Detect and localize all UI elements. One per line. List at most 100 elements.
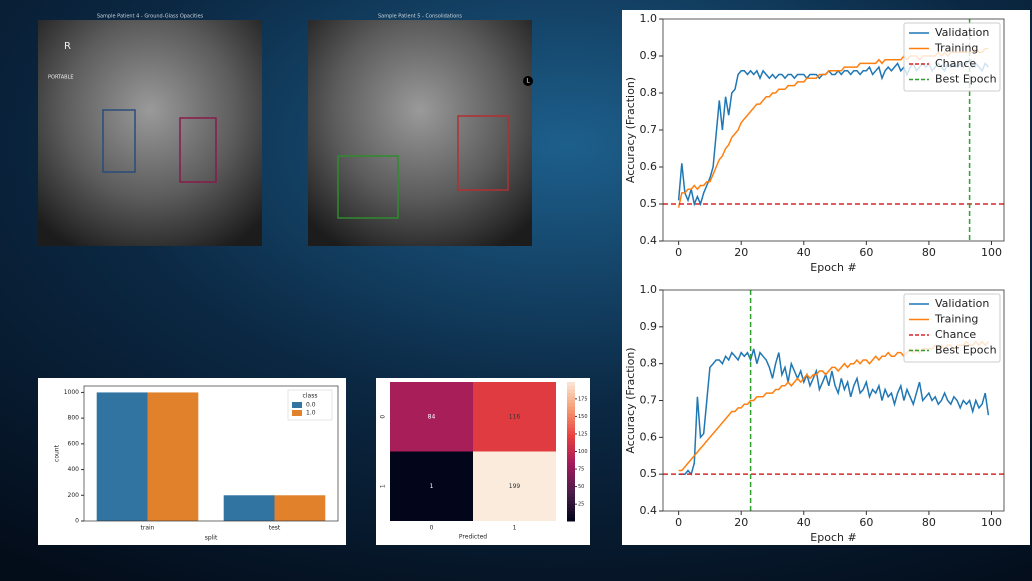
colorbar-segment — [567, 461, 575, 466]
bar — [274, 495, 326, 521]
colorbar-segment — [567, 402, 575, 407]
x-tick-label: 100 — [981, 246, 1002, 259]
bar — [223, 495, 275, 521]
x-tick-label: 60 — [859, 246, 873, 259]
colorbar-segment — [567, 395, 575, 400]
colorbar-tick-label: 25 — [578, 502, 584, 508]
y-tick-label: 1.0 — [640, 12, 658, 25]
heatmap-cell — [473, 451, 556, 521]
region-box — [337, 155, 399, 219]
y-tick-label: 0.5 — [640, 197, 658, 210]
x-tick-label: 1 — [513, 525, 517, 532]
colorbar-segment — [567, 479, 575, 484]
image-marker — [523, 76, 533, 86]
colorbar-segment — [567, 510, 575, 515]
heatmap-cell — [390, 451, 473, 521]
y-axis-label: Accuracy (Fraction) — [624, 347, 637, 453]
x-tick-label: 40 — [797, 516, 811, 529]
cell-label: 84 — [428, 413, 436, 420]
region-box — [457, 115, 509, 191]
colorbar-segment — [567, 458, 575, 463]
colorbar-segment — [567, 423, 575, 428]
colorbar-segment — [567, 514, 575, 519]
colorbar-segment — [567, 427, 575, 432]
panel — [622, 10, 1030, 545]
legend-swatch — [292, 402, 302, 408]
y-tick-label: 0 — [75, 518, 79, 525]
colorbar-tick-label: 50 — [578, 484, 584, 490]
colorbar-segment — [567, 434, 575, 439]
y-tick-label: 0.6 — [640, 430, 658, 443]
legend-label: Training — [934, 313, 978, 326]
cell-label: 199 — [509, 483, 521, 490]
colorbar-segment — [567, 409, 575, 414]
colorbar-segment — [567, 406, 575, 411]
legend-label: 0.0 — [306, 402, 316, 409]
colorbar-segment — [567, 399, 575, 404]
colorbar-segment — [567, 468, 575, 473]
x-tick-label: 20 — [734, 516, 748, 529]
x-axis-label: Epoch # — [810, 531, 856, 544]
legend-box — [903, 22, 1001, 92]
xray-image — [308, 20, 532, 246]
x-tick-label: 100 — [981, 516, 1002, 529]
bar — [96, 392, 148, 521]
colorbar-segment — [567, 493, 575, 498]
legend-swatch — [292, 410, 302, 416]
legend-label: Chance — [935, 328, 976, 341]
region-box — [102, 109, 136, 173]
y-tick-label: 200 — [68, 492, 80, 499]
colorbar-segment — [567, 496, 575, 501]
y-tick-label: 1000 — [64, 389, 79, 396]
colorbar-tick-label: 150 — [578, 414, 588, 420]
legend-label: Validation — [935, 26, 989, 39]
colorbar-segment — [567, 448, 575, 452]
y-tick-label: 0 — [380, 415, 387, 419]
x-tick-label: 80 — [922, 516, 936, 529]
axes-frame — [83, 385, 339, 522]
y-tick-label: 0.5 — [640, 467, 658, 480]
colorbar-segment — [567, 472, 575, 477]
y-tick-label: 0.4 — [640, 234, 658, 247]
colorbar-segment — [567, 413, 575, 418]
y-axis-label: Accuracy (Fraction) — [624, 77, 637, 183]
y-tick-label: 1 — [380, 484, 387, 488]
x-axis-label: Predicted — [459, 534, 487, 541]
y-tick-label: 0.7 — [640, 123, 658, 136]
colorbar-segment — [567, 475, 575, 480]
cell-label: 116 — [509, 413, 521, 420]
legend-label: Best Epoch — [935, 344, 997, 357]
colorbar-segment — [567, 385, 575, 390]
heatmap-cell — [473, 382, 556, 452]
bar — [147, 392, 199, 521]
x-tick-label: 20 — [734, 246, 748, 259]
colorbar-segment — [567, 454, 575, 459]
region-box — [179, 117, 217, 183]
colorbar-tick-label: 100 — [578, 449, 588, 455]
x-tick-label: 80 — [922, 246, 936, 259]
colorbar-tick-label: 125 — [578, 431, 588, 437]
colorbar-segment — [567, 517, 575, 522]
colorbar-segment — [567, 392, 575, 397]
x-tick-label: 60 — [859, 516, 873, 529]
heatmap-cell — [390, 382, 473, 452]
series-line — [678, 348, 990, 476]
y-tick-label: 0.9 — [640, 49, 658, 62]
x-axis-label: Epoch # — [810, 261, 856, 274]
y-tick-label: 0.7 — [640, 394, 658, 407]
legend-label: Best Epoch — [935, 73, 997, 86]
y-tick-label: 0.8 — [640, 86, 658, 99]
legend-title: class — [303, 393, 318, 400]
legend-label: Chance — [935, 57, 976, 70]
legend-label: Training — [934, 42, 978, 55]
colorbar-segment — [567, 441, 575, 446]
y-tick-label: 600 — [68, 440, 80, 447]
y-axis-label: count — [54, 444, 61, 462]
axes-frame — [662, 289, 1005, 512]
colorbar-segment — [567, 420, 575, 425]
y-tick-label: 0.4 — [640, 504, 658, 517]
colorbar-segment — [567, 382, 575, 386]
y-tick-label: 400 — [68, 466, 80, 473]
cell-label: 1 — [430, 483, 434, 490]
